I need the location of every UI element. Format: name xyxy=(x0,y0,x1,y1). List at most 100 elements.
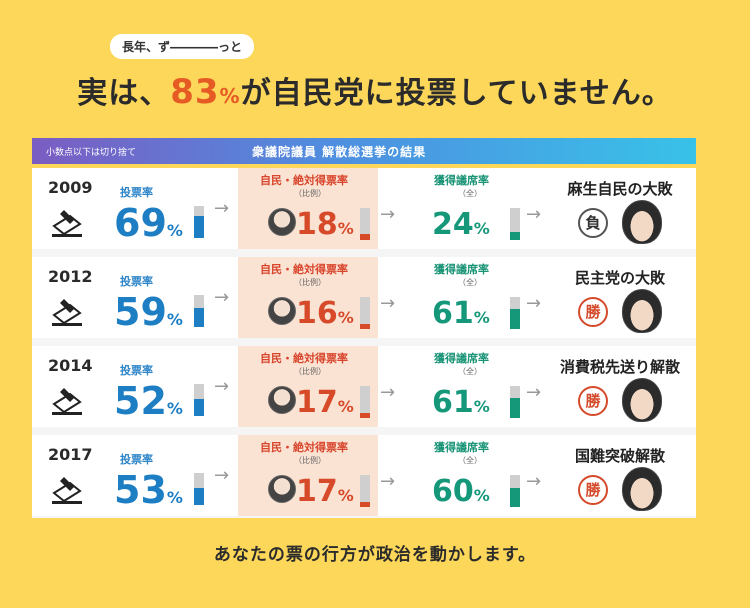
seat-rate-value: 61% xyxy=(432,388,490,418)
seat-rate-sublabel: （全） xyxy=(458,367,482,376)
absolute-vote-cell: 自民・絶対得票率 （比例） 16% → xyxy=(238,257,395,338)
turnout-number: 59 xyxy=(114,290,167,334)
absolute-vote-sublabel: （比例） xyxy=(294,278,326,287)
result-title: 麻生自民の大敗 xyxy=(567,180,673,198)
absolute-vote-sublabel: （比例） xyxy=(294,456,326,465)
subtitle-bubble: 長年、ず――――っと xyxy=(110,34,255,59)
seat-rate-bar xyxy=(510,386,520,418)
arrow-icon: → xyxy=(380,293,396,314)
turnout-unit: % xyxy=(166,221,183,240)
year-cell: 2012 xyxy=(32,257,108,338)
turnout-unit: % xyxy=(166,310,183,329)
result-title: 消費税先送り解散 xyxy=(559,358,680,376)
result-stamp-icon: 勝 xyxy=(578,386,608,416)
arrow-icon: → xyxy=(214,465,230,486)
year-label: 2009 xyxy=(48,178,93,197)
table-row: 2012 投票率 59% → 自民・絶対得票率 （比例） 16% → 獲得議席率… xyxy=(32,257,696,338)
absolute-vote-value: 17% xyxy=(296,477,354,507)
seat-rate-bar-fill xyxy=(510,487,520,507)
headline: 実は、83%が自民党に投票していません。 xyxy=(0,68,750,112)
absolute-vote-label: 自民・絶対得票率 xyxy=(260,352,348,365)
seat-rate-unit: % xyxy=(473,397,490,416)
seat-rate-label: 獲得議席率 xyxy=(434,441,489,454)
seat-rate-unit: % xyxy=(473,486,490,505)
turnout-cell: 投票率 69% → xyxy=(108,168,238,249)
politician-face-icon xyxy=(268,386,296,414)
headline-post: が自民党に投票していません。 xyxy=(240,76,673,111)
result-cell: 民主党の大敗 勝 xyxy=(544,257,696,338)
headline-percent-unit: % xyxy=(219,84,241,108)
absolute-vote-bar-fill xyxy=(360,501,370,507)
seat-rate-number: 24 xyxy=(432,207,474,242)
turnout-label: 投票率 xyxy=(120,364,153,377)
arrow-icon: → xyxy=(214,287,230,308)
table-row: 2014 投票率 52% → 自民・絶対得票率 （比例） 17% → 獲得議席率… xyxy=(32,346,696,427)
seat-rate-cell: 獲得議席率 （全） 61% → xyxy=(378,257,544,338)
turnout-bar-fill xyxy=(194,488,204,505)
result-title: 民主党の大敗 xyxy=(574,269,665,287)
result-title: 国難突破解散 xyxy=(574,447,665,465)
absolute-vote-bar xyxy=(360,297,370,329)
absolute-vote-unit: % xyxy=(337,308,354,327)
absolute-vote-sublabel: （比例） xyxy=(294,189,326,198)
year-label: 2014 xyxy=(48,356,93,375)
seat-rate-bar xyxy=(510,297,520,329)
banner-title: 衆議院議員 解散総選挙の結果 xyxy=(252,144,427,159)
politician-face-icon xyxy=(268,208,296,236)
absolute-vote-unit: % xyxy=(337,397,354,416)
turnout-cell: 投票率 59% → xyxy=(108,257,238,338)
seat-rate-label: 獲得議席率 xyxy=(434,174,489,187)
turnout-label: 投票率 xyxy=(120,275,153,288)
seat-rate-value: 61% xyxy=(432,299,490,329)
results-table: 2009 投票率 69% → 自民・絶対得票率 （比例） 18% → 獲得議席率… xyxy=(32,168,696,518)
year-cell: 2014 xyxy=(32,346,108,427)
headline-percent-value: 83 xyxy=(170,72,220,112)
turnout-value: 69% xyxy=(114,204,183,242)
prime-minister-portrait xyxy=(622,378,662,422)
arrow-icon: → xyxy=(526,293,542,314)
arrow-icon: → xyxy=(380,382,396,403)
year-cell: 2009 xyxy=(32,168,108,249)
turnout-bar xyxy=(194,206,204,238)
absolute-vote-number: 16 xyxy=(296,296,338,331)
absolute-vote-value: 16% xyxy=(296,299,354,329)
ballot-icon xyxy=(50,293,86,329)
year-label: 2017 xyxy=(48,445,93,464)
turnout-label: 投票率 xyxy=(120,453,153,466)
seat-rate-sublabel: （全） xyxy=(458,189,482,198)
turnout-cell: 投票率 53% → xyxy=(108,435,238,516)
absolute-vote-label: 自民・絶対得票率 xyxy=(260,263,348,276)
ballot-icon xyxy=(50,204,86,240)
result-cell: 消費税先送り解散 勝 xyxy=(544,346,696,427)
turnout-cell: 投票率 52% → xyxy=(108,346,238,427)
result-stamp-icon: 負 xyxy=(578,208,608,238)
seat-rate-bar-fill xyxy=(510,398,520,418)
result-cell: 麻生自民の大敗 負 xyxy=(544,168,696,249)
turnout-bar xyxy=(194,384,204,416)
absolute-vote-cell: 自民・絶対得票率 （比例） 18% → xyxy=(238,168,395,249)
seat-rate-unit: % xyxy=(473,308,490,327)
headline-percent: 83% xyxy=(170,72,240,112)
absolute-vote-value: 18% xyxy=(296,210,354,240)
absolute-vote-number: 18 xyxy=(296,207,338,242)
absolute-vote-value: 17% xyxy=(296,388,354,418)
seat-rate-number: 61 xyxy=(432,385,474,420)
absolute-vote-cell: 自民・絶対得票率 （比例） 17% → xyxy=(238,435,395,516)
ballot-icon xyxy=(50,382,86,418)
prime-minister-portrait xyxy=(622,289,662,333)
turnout-unit: % xyxy=(166,399,183,418)
turnout-value: 59% xyxy=(114,293,183,331)
seat-rate-bar-fill xyxy=(510,309,520,329)
seat-rate-bar xyxy=(510,475,520,507)
absolute-vote-sublabel: （比例） xyxy=(294,367,326,376)
turnout-number: 52 xyxy=(114,379,167,423)
seat-rate-cell: 獲得議席率 （全） 24% → xyxy=(378,168,544,249)
turnout-label: 投票率 xyxy=(120,186,153,199)
footer-message: あなたの票の行方が政治を動かします。 xyxy=(213,545,537,565)
turnout-value: 52% xyxy=(114,382,183,420)
seat-rate-sublabel: （全） xyxy=(458,278,482,287)
arrow-icon: → xyxy=(214,376,230,397)
table-row: 2009 投票率 69% → 自民・絶対得票率 （比例） 18% → 獲得議席率… xyxy=(32,168,696,249)
absolute-vote-number: 17 xyxy=(296,385,338,420)
year-label: 2012 xyxy=(48,267,93,286)
